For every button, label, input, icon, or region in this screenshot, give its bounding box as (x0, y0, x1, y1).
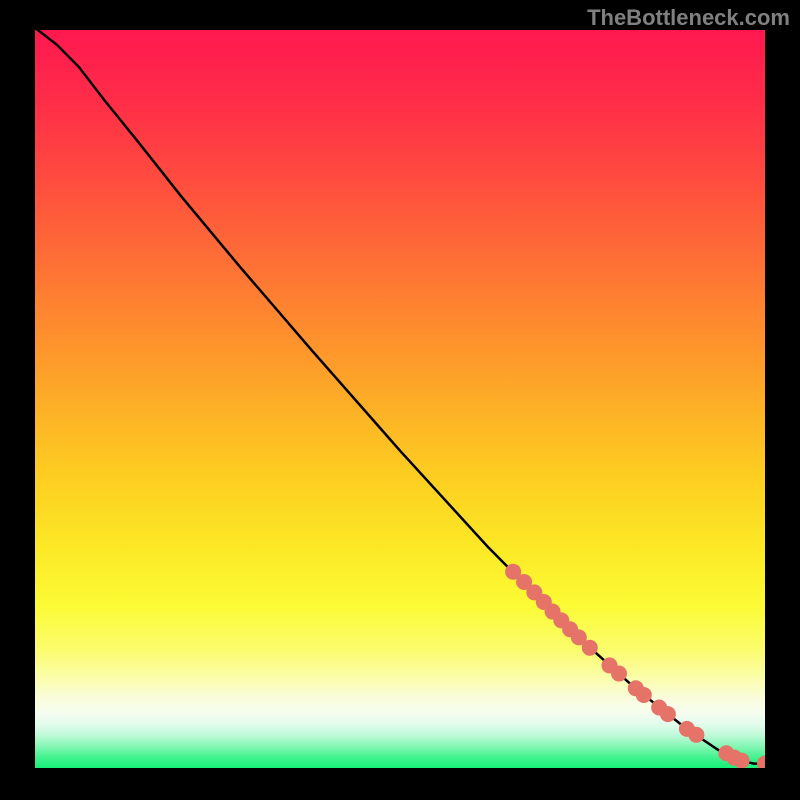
data-marker (660, 706, 676, 722)
chart-container: TheBottleneck.com (0, 0, 800, 800)
data-marker (688, 727, 704, 743)
curve-overlay (35, 30, 765, 768)
curve-line (35, 30, 765, 764)
plot-area (35, 30, 765, 768)
data-marker (636, 687, 652, 703)
data-marker (757, 756, 765, 768)
watermark-text: TheBottleneck.com (587, 5, 790, 31)
data-marker (582, 640, 598, 656)
data-marker (611, 666, 627, 682)
data-marker (734, 753, 750, 768)
